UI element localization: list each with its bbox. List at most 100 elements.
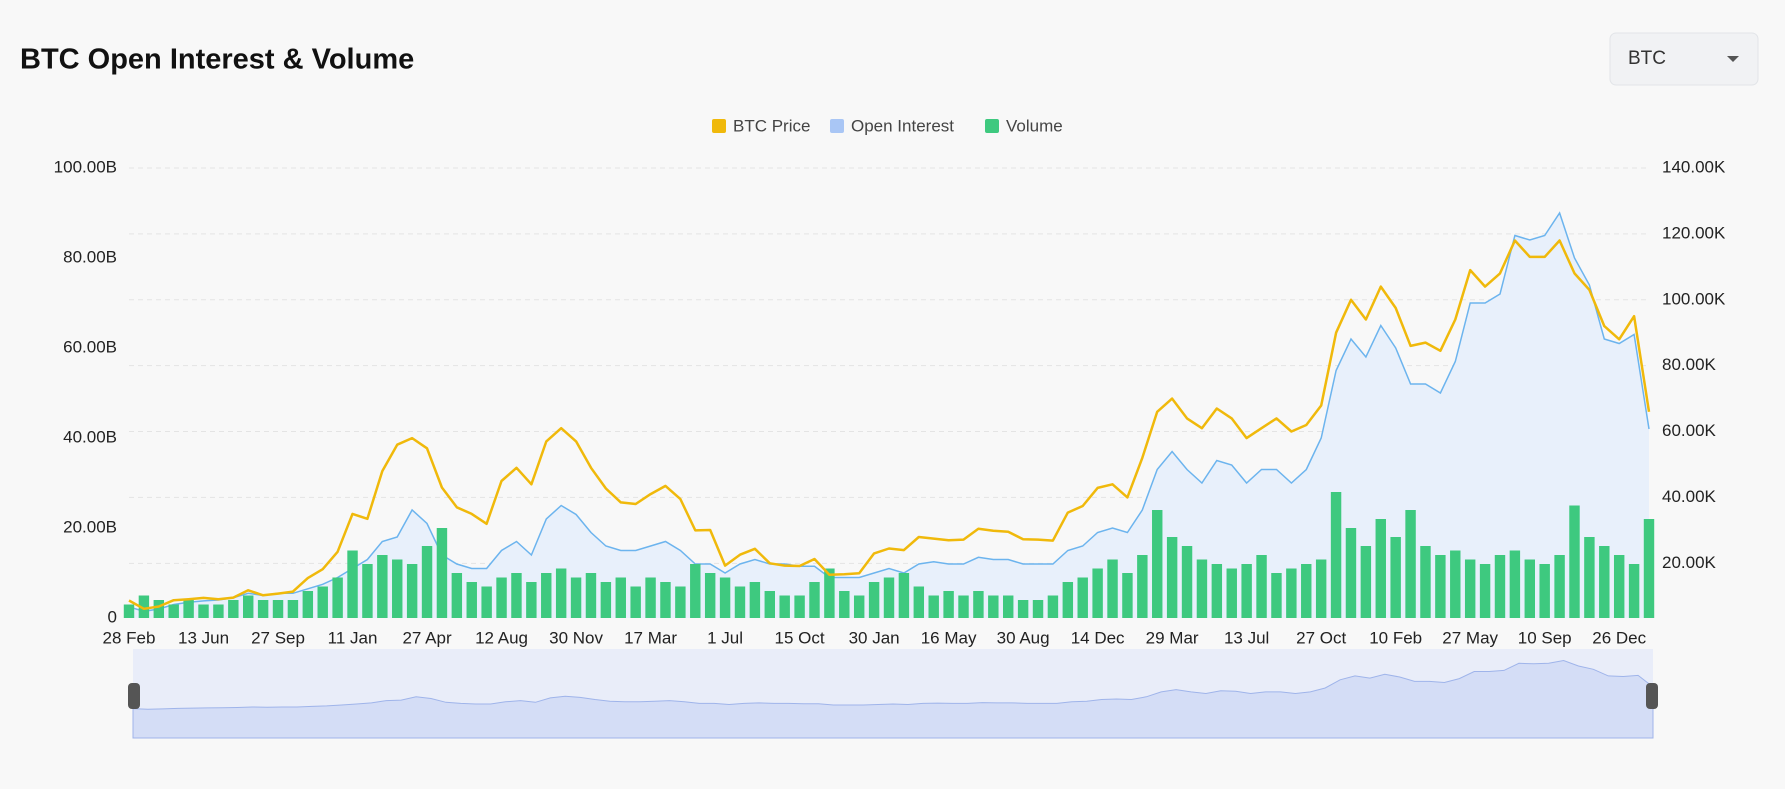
y-tick-label: 100.00B bbox=[54, 157, 117, 176]
x-tick-label: 27 Oct bbox=[1296, 628, 1346, 647]
selector-box[interactable] bbox=[1609, 32, 1759, 86]
bar bbox=[421, 546, 433, 618]
legend-label: Open Interest bbox=[851, 116, 954, 135]
bar bbox=[1152, 510, 1163, 618]
x-tick-label: 13 Jun bbox=[178, 628, 229, 647]
bar bbox=[1017, 600, 1029, 618]
bar bbox=[1479, 564, 1491, 618]
bar bbox=[1539, 564, 1550, 618]
bar bbox=[1330, 492, 1342, 618]
legend-swatch bbox=[985, 119, 999, 133]
bar bbox=[1315, 559, 1327, 618]
bar bbox=[1494, 555, 1506, 618]
x-tick-label: 13 Jul bbox=[1224, 628, 1269, 647]
bar bbox=[347, 550, 358, 618]
bar bbox=[719, 577, 731, 618]
bar bbox=[1107, 559, 1118, 618]
slider-handle-left[interactable] bbox=[128, 683, 140, 709]
bar bbox=[287, 600, 299, 618]
bar bbox=[600, 582, 612, 618]
bar bbox=[1122, 573, 1133, 618]
bar bbox=[138, 595, 150, 618]
bar bbox=[1345, 528, 1357, 618]
x-tick-label: 12 Aug bbox=[475, 628, 528, 647]
bar bbox=[1628, 564, 1640, 618]
x-tick-label: 27 May bbox=[1442, 628, 1498, 647]
bar bbox=[988, 595, 999, 618]
bar bbox=[213, 604, 224, 618]
bar bbox=[1211, 564, 1223, 618]
bar bbox=[362, 564, 373, 618]
y2-tick-label: 140.00K bbox=[1662, 157, 1726, 176]
x-tick-label: 27 Apr bbox=[402, 628, 451, 647]
bar bbox=[898, 573, 910, 618]
legend-swatch bbox=[830, 119, 844, 133]
bar bbox=[1435, 555, 1446, 618]
y2-tick-label: 100.00K bbox=[1662, 289, 1726, 308]
bar bbox=[779, 595, 790, 618]
bar bbox=[541, 573, 552, 618]
bar bbox=[317, 586, 328, 618]
bar bbox=[675, 586, 686, 618]
bar bbox=[1569, 505, 1580, 618]
bar bbox=[1047, 595, 1059, 618]
bar bbox=[645, 577, 656, 618]
y2-tick-label: 40.00K bbox=[1662, 487, 1717, 506]
bar bbox=[451, 573, 463, 618]
bar bbox=[511, 573, 522, 618]
bar bbox=[839, 591, 850, 618]
legend: BTC Price Open Interest Volume bbox=[712, 116, 1063, 135]
bar bbox=[585, 573, 597, 618]
bar bbox=[183, 600, 194, 618]
bar bbox=[436, 528, 448, 618]
bar bbox=[943, 591, 954, 618]
x-tick-label: 10 Sep bbox=[1518, 628, 1572, 647]
y2-tick-label: 20.00K bbox=[1662, 553, 1717, 572]
bar bbox=[660, 582, 671, 618]
bar bbox=[466, 582, 477, 618]
selector-value[interactable]: BTC bbox=[1628, 48, 1666, 69]
x-tick-label: 11 Jan bbox=[328, 628, 378, 647]
legend-swatch bbox=[712, 119, 726, 133]
bar bbox=[377, 555, 388, 618]
bar bbox=[1554, 555, 1565, 618]
slider-preview bbox=[132, 659, 1654, 739]
bar bbox=[1405, 510, 1416, 618]
bar bbox=[526, 582, 537, 618]
bar bbox=[1420, 546, 1431, 618]
bar bbox=[1166, 537, 1178, 618]
bar bbox=[1256, 555, 1267, 618]
slider-handle-right[interactable] bbox=[1646, 683, 1658, 709]
coin-selector[interactable]: BTC bbox=[1609, 32, 1759, 86]
y-tick-label: 20.00B bbox=[63, 517, 117, 536]
bar bbox=[153, 600, 165, 618]
bar bbox=[1450, 550, 1461, 618]
plot-area: coinglass20.00K40.00K60.00K80.00K100.00K… bbox=[54, 157, 1726, 647]
bar bbox=[1643, 519, 1655, 618]
bar bbox=[1226, 568, 1237, 618]
bar bbox=[1137, 555, 1148, 618]
y2-tick-label: 120.00K bbox=[1662, 223, 1726, 242]
bar bbox=[794, 595, 805, 618]
bar bbox=[1196, 559, 1208, 618]
bar bbox=[764, 591, 775, 618]
x-tick-label: 30 Aug bbox=[997, 628, 1050, 647]
bar bbox=[1092, 568, 1103, 618]
x-tick-label: 26 Dec bbox=[1592, 628, 1646, 647]
bar bbox=[1062, 582, 1074, 618]
y2-tick-label: 60.00K bbox=[1662, 421, 1717, 440]
zoom-slider[interactable] bbox=[128, 649, 1658, 739]
bar bbox=[734, 586, 746, 618]
bar bbox=[228, 600, 239, 618]
line bbox=[128, 239, 1651, 611]
bar bbox=[1286, 568, 1297, 618]
bar bbox=[555, 568, 567, 618]
x-tick-label: 28 Feb bbox=[103, 628, 156, 647]
x-tick-label: 14 Dec bbox=[1071, 628, 1125, 647]
bar bbox=[1509, 550, 1521, 618]
x-tick-label: 30 Nov bbox=[549, 628, 603, 647]
bar bbox=[824, 568, 835, 618]
bar bbox=[1375, 519, 1386, 618]
bar bbox=[704, 573, 716, 618]
